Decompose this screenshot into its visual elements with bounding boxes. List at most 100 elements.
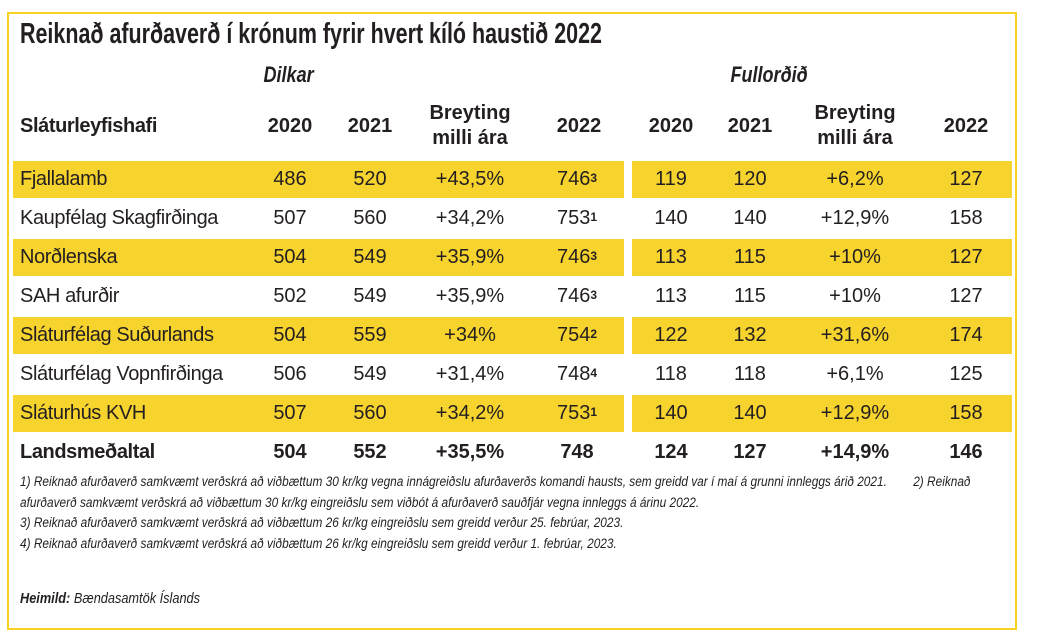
cell-d2020: 507 bbox=[250, 395, 330, 432]
cell-name: Kaupfélag Skagfirðinga bbox=[20, 207, 219, 229]
header-fullordid-chg: Breyting milli ára bbox=[790, 98, 920, 154]
cell-d2020: 504 bbox=[250, 317, 330, 354]
cell-f2022: 125 bbox=[949, 363, 983, 385]
cell-fchange: +6,2% bbox=[790, 161, 920, 198]
cell-f2022: 127 bbox=[920, 239, 1012, 276]
cell-f2022: 146 bbox=[949, 441, 983, 463]
header-dilkar-y2020: 2020 bbox=[267, 114, 313, 137]
value: 748 bbox=[560, 441, 594, 463]
cell-d2020: 504 bbox=[273, 441, 307, 463]
cell-name: Sláturfélag Vopnfirðinga bbox=[20, 363, 223, 385]
cell-d2022: 753 1 bbox=[530, 395, 624, 432]
cell-dchange: +34,2% bbox=[410, 395, 530, 432]
cell-fchange: +12,9% bbox=[790, 395, 920, 432]
footnote-4: 4) Reiknað afurðaverð samkvæmt verðskrá … bbox=[20, 535, 617, 551]
cell-dchange: +43,5% bbox=[410, 161, 530, 198]
cell-d2020: 502 bbox=[273, 285, 307, 307]
cell-d2021: 520 bbox=[330, 161, 410, 198]
footnote-ref: 3 bbox=[590, 287, 598, 302]
value: 748 bbox=[556, 363, 591, 385]
table-row: Sláturfélag Suðurlands 504 559 +34% 754 2 122 1… bbox=[13, 317, 1013, 354]
header-dilkar-chg: Breyting milli ára bbox=[410, 98, 530, 154]
cell-fchange: +12,9% bbox=[820, 207, 890, 229]
cell-f2020: 113 bbox=[632, 239, 710, 276]
value: 753 bbox=[556, 207, 591, 229]
value: 754 bbox=[556, 324, 591, 346]
group-header-dilkar: Dilkar bbox=[263, 62, 314, 87]
cell-f2020: 124 bbox=[654, 441, 688, 463]
cell-f2020: 113 bbox=[655, 285, 687, 307]
cell-dchange: +34% bbox=[410, 317, 530, 354]
cell-dchange: +35,9% bbox=[410, 239, 530, 276]
table-frame bbox=[7, 12, 1017, 630]
source: Heimild: Bændasamtök Íslands bbox=[20, 590, 200, 607]
cell-fchange: +10% bbox=[829, 285, 881, 307]
footnotes: 1) Reiknað afurðaverð samkvæmt verðskrá … bbox=[20, 472, 1002, 554]
header-change-line1: Breyting bbox=[429, 102, 511, 124]
cell-d2022: 746 3 bbox=[530, 278, 624, 315]
header-dilkar-y2022: 2022 bbox=[556, 114, 602, 137]
cell-d2020: 504 bbox=[250, 239, 330, 276]
cell-f2021: 132 bbox=[710, 317, 790, 354]
cell-d2022: 748 4 bbox=[530, 356, 624, 393]
cell-dchange: +35,5% bbox=[435, 441, 505, 463]
footnote-ref: 3 bbox=[590, 248, 598, 263]
footnote-ref: 2 bbox=[590, 326, 598, 341]
footnote-1: 1) Reiknað afurðaverð samkvæmt verðskrá … bbox=[20, 474, 887, 489]
header-fullordid-y2020: 2020 bbox=[648, 114, 694, 137]
cell-d2022: 754 2 bbox=[530, 317, 624, 354]
footnote-ref: 3 bbox=[590, 170, 598, 185]
cell-d2022: 753 1 bbox=[530, 200, 624, 237]
cell-name: Landsmeðaltal bbox=[20, 441, 155, 463]
header-dilkar-name: Sláturleyfishafi bbox=[20, 114, 157, 137]
cell-d2020: 507 bbox=[273, 207, 307, 229]
cell-d2021: 549 bbox=[330, 239, 410, 276]
cell-d2020: 486 bbox=[250, 161, 330, 198]
cell-f2021: 127 bbox=[733, 441, 767, 463]
cell-f2021: 140 bbox=[710, 395, 790, 432]
cell-f2020: 140 bbox=[632, 395, 710, 432]
cell-d2021: 552 bbox=[353, 441, 387, 463]
header-change-line1: Breyting bbox=[814, 102, 896, 124]
cell-f2020: 119 bbox=[632, 161, 710, 198]
cell-name: Sláturhús KVH bbox=[13, 395, 257, 432]
cell-d2020: 506 bbox=[273, 363, 307, 385]
footnote-ref: 1 bbox=[590, 209, 598, 224]
cell-d2021: 559 bbox=[330, 317, 410, 354]
cell-f2022: 127 bbox=[920, 161, 1012, 198]
table-row: Norðlenska 504 549 +35,9% 746 3 113 115 +10% 127 bbox=[13, 239, 1013, 276]
cell-d2022: 746 3 bbox=[530, 239, 624, 276]
cell-dchange: +34,2% bbox=[435, 207, 505, 229]
cell-f2020: 122 bbox=[632, 317, 710, 354]
cell-d2022: 748 bbox=[530, 434, 624, 471]
cell-d2021: 549 bbox=[353, 285, 387, 307]
header-change-line2: milli ára bbox=[432, 127, 508, 149]
cell-f2022: 158 bbox=[920, 395, 1012, 432]
header-change-line2: milli ára bbox=[817, 127, 893, 149]
header-fullordid-y2022: 2022 bbox=[943, 114, 989, 137]
value: 746 bbox=[556, 168, 591, 190]
cell-fchange: +14,9% bbox=[820, 441, 890, 463]
header-fullordid-y2021: 2021 bbox=[727, 114, 773, 137]
source-value: Bændasamtök Íslands bbox=[73, 590, 201, 607]
table-row-average: Landsmeðaltal 504 552 +35,5% 748 124 127 +14,9%… bbox=[13, 434, 1013, 471]
value: 753 bbox=[556, 402, 591, 424]
cell-d2022: 746 3 bbox=[530, 161, 624, 198]
value: 746 bbox=[556, 246, 591, 268]
source-label: Heimild: bbox=[20, 590, 71, 607]
cell-d2021: 549 bbox=[353, 363, 387, 385]
cell-name: Sláturfélag Suðurlands bbox=[13, 317, 257, 354]
table-row: Kaupfélag Skagfirðinga 507 560 +34,2% 753 1 14… bbox=[13, 200, 1013, 237]
value: 746 bbox=[556, 285, 591, 307]
group-header-fullordid: Fullorðið bbox=[730, 62, 808, 87]
cell-f2021: 118 bbox=[734, 363, 766, 385]
cell-f2022: 127 bbox=[949, 285, 983, 307]
footnote-ref: 4 bbox=[590, 365, 598, 380]
table-row: Fjallalamb 486 520 +43,5% 746 3 119 120 +6,2% 127 bbox=[13, 161, 1013, 198]
cell-f2020: 140 bbox=[654, 207, 688, 229]
table-row: SAH afurðir 502 549 +35,9% 746 3 113 115 +10% 127 bbox=[13, 278, 1013, 315]
cell-fchange: +31,6% bbox=[790, 317, 920, 354]
cell-f2021: 140 bbox=[733, 207, 767, 229]
cell-name: SAH afurðir bbox=[20, 285, 119, 307]
cell-fchange: +10% bbox=[790, 239, 920, 276]
